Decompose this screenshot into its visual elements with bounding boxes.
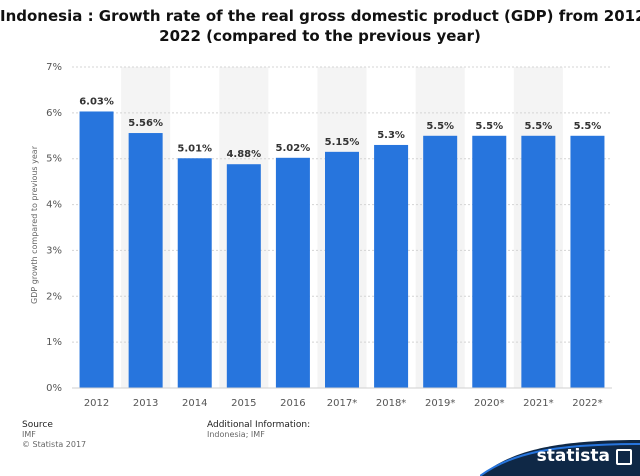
additional-info-block: Additional Information: Indonesia; IMF <box>207 420 310 440</box>
value-labels: 6.03% 5.56% 5.01% 4.88% 5.02% 5.15% 5.3% 5.5% 5.… <box>79 96 601 160</box>
value-label: 4.88% <box>226 149 261 160</box>
bar[interactable] <box>275 157 310 388</box>
additional-info-text: Indonesia; IMF <box>207 430 265 439</box>
value-label: 5.5% <box>426 121 454 132</box>
additional-info-heading: Additional Information: <box>207 420 311 430</box>
statista-logo[interactable]: statista <box>480 432 640 476</box>
y-tick-label: 0% <box>46 383 62 394</box>
value-label: 5.15% <box>325 137 360 148</box>
y-tick-label: 1% <box>46 337 62 348</box>
x-tick-label: 2015 <box>231 398 256 409</box>
x-tick-label: 2017* <box>327 398 357 409</box>
logo-text: statista <box>536 446 610 466</box>
bar[interactable] <box>570 135 605 388</box>
y-tick-label: 5% <box>46 154 62 165</box>
source-heading: Source <box>22 420 53 430</box>
chart-title-line-1: Indonesia : Growth rate of the real gros… <box>0 7 640 25</box>
x-tick-label: 2016 <box>280 398 305 409</box>
y-tick-label: 6% <box>46 108 62 119</box>
x-tick-label: 2022* <box>572 398 602 409</box>
x-tick-label: 2012 <box>84 398 109 409</box>
bars <box>79 111 605 388</box>
x-tick-label: 2021* <box>523 398 553 409</box>
bar[interactable] <box>128 133 163 388</box>
y-tick-label: 4% <box>46 200 62 211</box>
x-tick-label: 2020* <box>474 398 504 409</box>
chart-title: Indonesia : Growth rate of the real gros… <box>0 6 640 46</box>
value-label: 5.56% <box>128 118 163 129</box>
logo-mark-icon <box>616 449 632 465</box>
source-block: Source IMF © Statista 2017 <box>22 420 86 450</box>
value-label: 5.02% <box>276 143 311 154</box>
value-label: 5.01% <box>177 143 212 154</box>
bar[interactable] <box>472 135 507 388</box>
y-axis-label: GDP growth compared to previous year <box>30 145 39 304</box>
x-tick-label: 2018* <box>376 398 406 409</box>
y-axis-ticks: 0% 1% 2% 3% 4% 5% 6% 7% <box>46 62 62 394</box>
x-axis-ticks: 2012 2013 2014 2015 2016 2017* 2018* 2019* 2020*… <box>84 398 603 409</box>
x-tick-label: 2019* <box>425 398 455 409</box>
y-tick-label: 2% <box>46 291 62 302</box>
chart-title-line-2: 2022 (compared to the previous year) <box>159 27 481 45</box>
x-tick-label: 2014 <box>182 398 207 409</box>
bar[interactable] <box>226 164 261 388</box>
bar[interactable] <box>79 111 114 388</box>
bar[interactable] <box>423 135 458 388</box>
bar[interactable] <box>177 158 212 388</box>
value-label: 5.5% <box>475 121 503 132</box>
value-label: 5.5% <box>574 121 602 132</box>
logo-swoosh-icon <box>480 440 640 476</box>
bar-chart: 0% 1% 2% 3% 4% 5% 6% 7% 6.03% 5.56% 5.01% 4.88% 5.0… <box>30 62 612 409</box>
bar[interactable] <box>325 151 359 388</box>
value-label: 5.3% <box>377 130 405 141</box>
bar[interactable] <box>374 144 409 388</box>
value-label: 5.5% <box>524 121 552 132</box>
copyright-text: © Statista 2017 <box>22 440 87 449</box>
source-text: IMF <box>22 430 36 439</box>
x-tick-label: 2013 <box>133 398 158 409</box>
bar[interactable] <box>521 135 556 388</box>
y-tick-label: 7% <box>46 62 62 73</box>
y-tick-label: 3% <box>46 245 62 256</box>
footer: Source IMF © Statista 2017 Additional In… <box>0 420 640 476</box>
value-label: 6.03% <box>79 96 114 107</box>
